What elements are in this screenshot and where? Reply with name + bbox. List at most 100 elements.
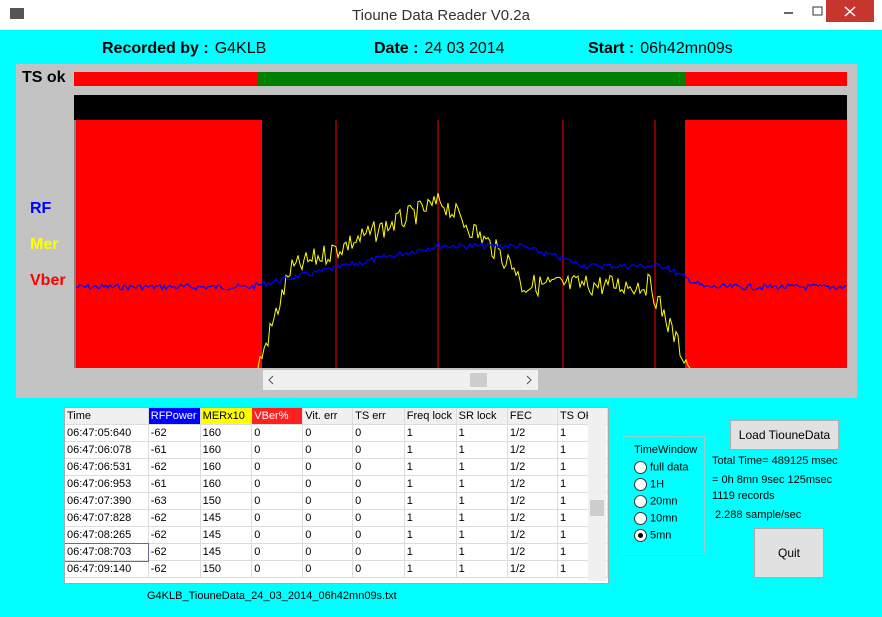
radio-option[interactable]: 20mn <box>634 495 678 508</box>
cell: 0 <box>251 441 304 459</box>
cell: 145 <box>200 526 253 544</box>
table-row[interactable]: 06:47:07:390 -63 150 0 0 0 1 1 1/2 1 <box>65 492 608 510</box>
column-header: Freq lock <box>404 408 457 425</box>
cell: 160 <box>200 475 253 493</box>
table-row[interactable]: 06:47:06:953 -61 160 0 0 0 1 1 1/2 1 <box>65 475 608 493</box>
scroll-thumb[interactable] <box>470 373 487 387</box>
cell: 0 <box>251 509 304 527</box>
date: Date : 24 03 2014 <box>374 40 505 58</box>
column-header: MERx10 <box>200 408 253 425</box>
table-row[interactable]: 06:47:06:078 -61 160 0 0 0 1 1 1/2 1 <box>65 441 608 459</box>
radio-button[interactable] <box>634 529 647 542</box>
cell: 1 <box>404 560 457 578</box>
column-header: Vit. err <box>302 408 354 425</box>
cell: 06:47:07:390 <box>65 492 149 510</box>
table-row[interactable]: 06:47:08:265 -62 145 0 0 0 1 1 1/2 1 <box>65 526 608 544</box>
cell: 0 <box>302 424 354 442</box>
column-header: FEC <box>507 408 558 425</box>
stat-line: 1119 records <box>712 490 775 502</box>
cell: 0 <box>302 475 354 493</box>
cell: 1 <box>456 543 508 561</box>
cell: 1/2 <box>507 560 558 578</box>
h-scrollbar[interactable] <box>263 370 538 390</box>
quit-button[interactable]: Quit <box>754 528 824 578</box>
close-icon <box>844 6 856 17</box>
vber-area <box>76 120 262 368</box>
cell: 1 <box>404 475 457 493</box>
start: Start : 06h42mn09s <box>588 40 733 58</box>
stat-line: Total Time= 489125 msec <box>712 455 838 467</box>
cell: -62 <box>148 458 201 476</box>
cell: 0 <box>352 509 405 527</box>
radio-button[interactable] <box>634 461 647 474</box>
radio-option[interactable]: full data <box>634 461 689 474</box>
legend-mer: Mer <box>30 236 59 253</box>
cell: 1 <box>404 492 457 510</box>
vber-area <box>685 120 847 368</box>
scroll-thumb[interactable] <box>590 500 604 516</box>
cell: 0 <box>352 475 405 493</box>
cell: 0 <box>302 458 354 476</box>
radio-button[interactable] <box>634 495 647 508</box>
cell: 1 <box>404 526 457 544</box>
group-title: TimeWindow <box>634 444 698 456</box>
radio-button[interactable] <box>634 478 647 491</box>
cell: 1/2 <box>507 441 558 459</box>
cell: 0 <box>302 560 354 578</box>
radio-label: 5mn <box>650 529 672 542</box>
ts-label: TS ok <box>22 69 66 86</box>
legend-vber: Vber <box>30 272 66 289</box>
table-row[interactable]: 06:47:05:640 -62 160 0 0 0 1 1 1/2 1 <box>65 424 608 442</box>
radio-option[interactable]: 10mn <box>634 512 678 525</box>
data-table: Time RFPower MERx10 VBer% Vit. err TS err Freq… <box>64 407 609 584</box>
cell: 0 <box>302 526 354 544</box>
window-title: Tioune Data Reader V0.2a <box>352 7 530 24</box>
cell: -61 <box>148 441 201 459</box>
cell: 1 <box>456 526 508 544</box>
cell: 06:47:08:703 <box>65 542 150 562</box>
time-window-group: TimeWindow full data 1H 20mn 10mn 5mn <box>623 436 705 554</box>
cell: 145 <box>200 509 253 527</box>
signal-plot <box>74 72 847 390</box>
cell: 1 <box>404 543 457 561</box>
cell: 06:47:08:265 <box>65 526 149 544</box>
cell: -63 <box>148 492 201 510</box>
ts-bad <box>74 72 258 86</box>
stat-line: = 0h 8mn 9sec 125msec <box>712 474 833 486</box>
table: Time RFPower MERx10 VBer% Vit. err TS err Freq… <box>65 408 608 578</box>
cell: 0 <box>352 424 405 442</box>
cell: 1 <box>456 441 508 459</box>
scroll-arrows[interactable] <box>268 375 532 385</box>
cell: 1/2 <box>507 424 558 442</box>
header-row: Time RFPower MERx10 VBer% Vit. err TS err Freq… <box>65 408 608 425</box>
table-row[interactable]: 06:47:09:140 -62 150 0 0 0 1 1 1/2 1 <box>65 560 608 578</box>
cell: 0 <box>352 492 405 510</box>
maximize-icon[interactable] <box>812 6 823 16</box>
radio-option[interactable]: 5mn <box>634 529 671 542</box>
v-scrollbar[interactable] <box>588 408 606 581</box>
load-button[interactable]: Load TiouneData <box>730 420 839 450</box>
cell: 1/2 <box>507 492 558 510</box>
cell: 0 <box>251 458 304 476</box>
cell: 06:47:09:140 <box>65 560 149 578</box>
cell: 1 <box>456 424 508 442</box>
table-row[interactable]: 06:47:08:703 -62 145 0 0 0 1 1 1/2 1 <box>65 542 608 562</box>
mer-trace <box>257 192 691 369</box>
cell: 0 <box>302 441 354 459</box>
cell: 0 <box>251 475 304 493</box>
cell: -62 <box>148 560 201 578</box>
cell: 160 <box>200 441 253 459</box>
radio-button[interactable] <box>634 512 647 525</box>
app-icon <box>10 8 24 19</box>
radio-label: 1H <box>650 478 665 491</box>
ts-ok <box>258 72 685 86</box>
cell: 06:47:06:078 <box>65 441 149 459</box>
cell: -62 <box>148 543 201 561</box>
table-row[interactable]: 06:47:06:531 -62 160 0 0 0 1 1 1/2 1 <box>65 458 608 476</box>
value: 06h42mn09s <box>640 40 733 57</box>
radio-option[interactable]: 1H <box>634 478 664 491</box>
cell: 0 <box>352 526 405 544</box>
cell: 1/2 <box>507 526 558 544</box>
table-row[interactable]: 06:47:07:828 -62 145 0 0 0 1 1 1/2 1 <box>65 509 608 527</box>
cell: 0 <box>302 509 354 527</box>
